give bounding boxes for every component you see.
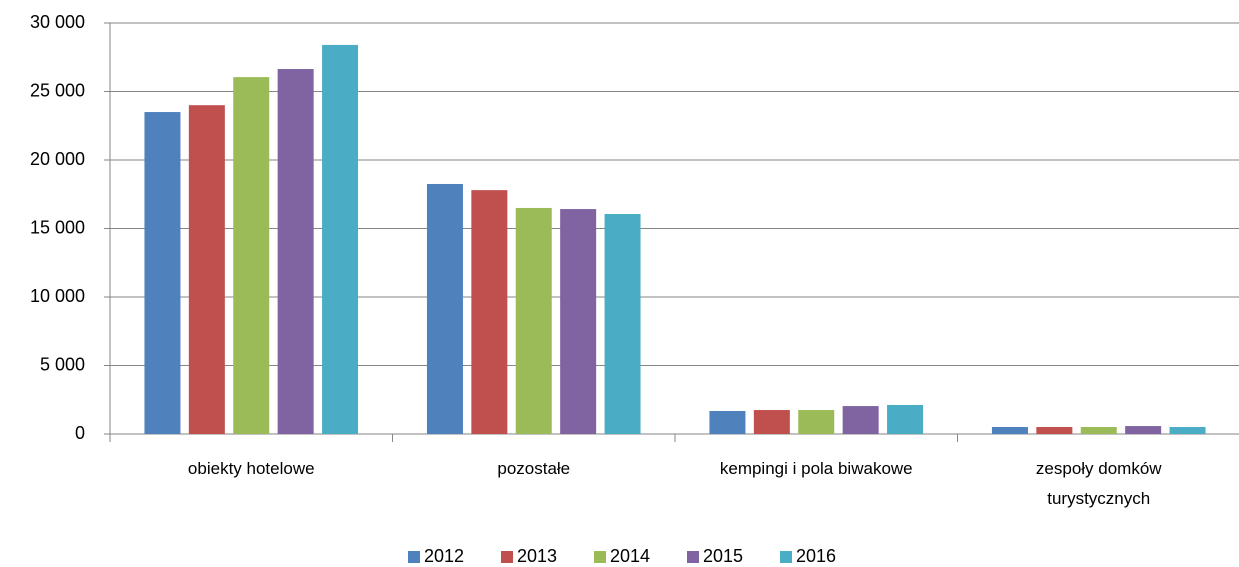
bar — [753, 410, 790, 434]
legend-label: 2014 — [610, 546, 650, 566]
bar — [144, 112, 181, 435]
x-tick-label: pozostałe — [497, 459, 571, 478]
legend-label: 2012 — [424, 546, 464, 566]
bar — [188, 105, 225, 434]
bar — [277, 69, 314, 435]
legend-swatch — [687, 551, 699, 563]
x-tick-label: zespoły domków turystycznych — [1035, 459, 1162, 508]
bar — [798, 410, 835, 434]
y-tick-label: 15 000 — [30, 217, 85, 237]
bar — [1080, 427, 1117, 434]
x-tick-label: obiekty hotelowe — [187, 459, 315, 478]
legend-label: 2013 — [517, 546, 557, 566]
legend-label: 2016 — [796, 546, 836, 566]
y-tick-label: 5 000 — [40, 354, 85, 374]
bar — [560, 209, 597, 434]
bar — [887, 404, 924, 434]
legend-label: 2015 — [703, 546, 743, 566]
y-tick-label: 0 — [75, 423, 85, 443]
legend-swatch — [501, 551, 513, 563]
y-tick-label: 30 000 — [30, 12, 85, 32]
x-tick-label: kempingi i pola biwakowe — [719, 459, 913, 478]
legend-swatch — [780, 551, 792, 563]
bar — [604, 213, 641, 434]
bar — [1036, 427, 1073, 434]
y-tick-label: 20 000 — [30, 149, 85, 169]
bar — [233, 77, 270, 435]
bar — [426, 183, 463, 434]
y-tick-label: 25 000 — [30, 80, 85, 100]
bar — [842, 406, 879, 434]
bar — [471, 190, 508, 434]
legend-swatch — [594, 551, 606, 563]
bar — [322, 44, 359, 435]
bar — [991, 427, 1028, 434]
y-tick-label: 10 000 — [30, 286, 85, 306]
bar — [709, 410, 746, 434]
bar — [1125, 426, 1162, 434]
bar — [1169, 427, 1206, 434]
legend-swatch — [408, 551, 420, 563]
bar — [515, 207, 552, 434]
